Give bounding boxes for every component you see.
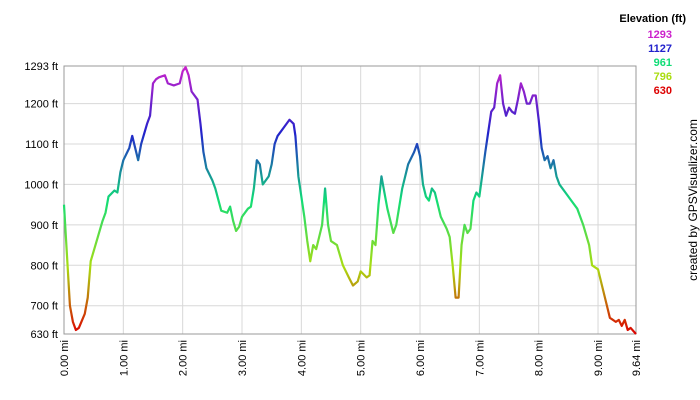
y-tick-label: 1200 ft [24, 99, 58, 111]
y-tick-label: 1100 ft [25, 139, 58, 151]
legend-entry: 796 [654, 71, 672, 83]
x-tick-label: 9.00 mi [593, 340, 605, 376]
x-tick-label: 0.00 mi [59, 340, 71, 376]
x-tick-label: 9.64 mi [631, 340, 643, 376]
legend-entry: 961 [654, 57, 672, 69]
x-tick-label: 1.00 mi [118, 340, 130, 376]
y-tick-label: 1293 ft [24, 61, 58, 73]
credit: created by GPSVisualizer.com [686, 119, 700, 281]
x-tick-label: 7.00 mi [474, 340, 486, 376]
x-tick-label: 4.00 mi [296, 340, 308, 376]
y-tick-label: 900 ft [30, 220, 58, 232]
x-tick-label: 6.00 mi [415, 340, 427, 376]
x-tick-label: 3.00 mi [237, 340, 249, 376]
y-tick-label: 700 ft [30, 301, 58, 313]
legend-entry: 1127 [648, 43, 672, 55]
legend-title: Elevation (ft) [619, 13, 686, 25]
x-tick-label: 5.00 mi [356, 340, 368, 376]
legend-entry: 630 [654, 85, 672, 97]
y-tick-label: 800 ft [30, 260, 58, 272]
y-tick-label: 630 ft [30, 329, 58, 341]
x-tick-label: 8.00 mi [534, 340, 546, 376]
plot-frame [63, 65, 637, 335]
y-tick-label: 1000 ft [24, 179, 58, 191]
x-tick-label: 2.00 mi [178, 340, 190, 376]
elevation-line [62, 66, 637, 335]
legend-entry: 1293 [648, 29, 672, 41]
